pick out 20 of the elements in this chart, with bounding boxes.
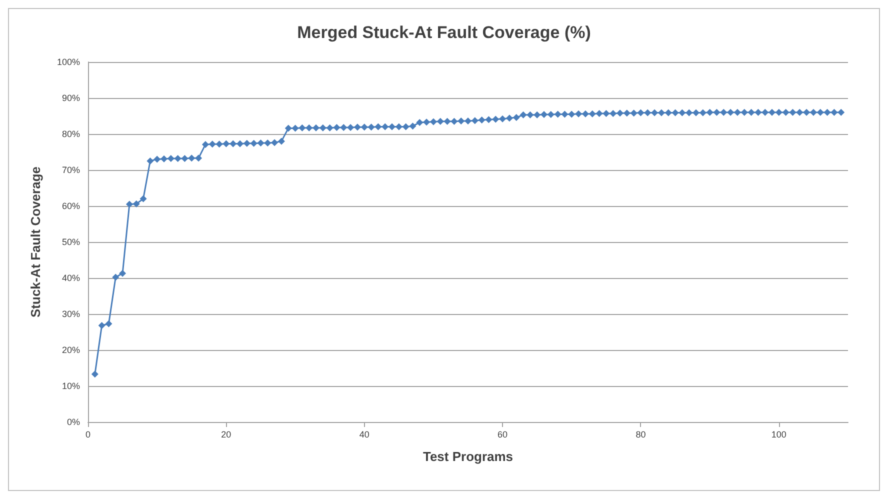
y-tick-label: 60% [62,201,80,211]
y-tick-label: 30% [62,309,80,319]
y-tick-label: 0% [66,417,80,427]
y-tick-label: 70% [62,165,80,175]
x-axis-title: Test Programs [422,449,514,464]
x-tick-label: 20 [221,430,232,440]
y-axis-title: Stuck-At Fault Coverage [28,166,43,318]
y-tick-label: 100% [56,57,80,67]
y-tick-label: 50% [62,237,80,247]
x-tick-label: 0 [85,430,91,440]
chart-title: Merged Stuck-At Fault Coverage (%) [297,23,591,42]
y-tick-label: 90% [62,93,80,103]
x-tick-label: 40 [359,430,370,440]
x-tick-label: 100 [771,430,786,440]
y-tick-label: 20% [62,345,80,355]
y-tick-label: 40% [62,273,80,283]
x-tick-label: 80 [636,430,646,440]
y-tick-label: 10% [62,381,80,391]
x-tick-label: 60 [498,430,508,440]
y-tick-label: 80% [62,129,80,139]
